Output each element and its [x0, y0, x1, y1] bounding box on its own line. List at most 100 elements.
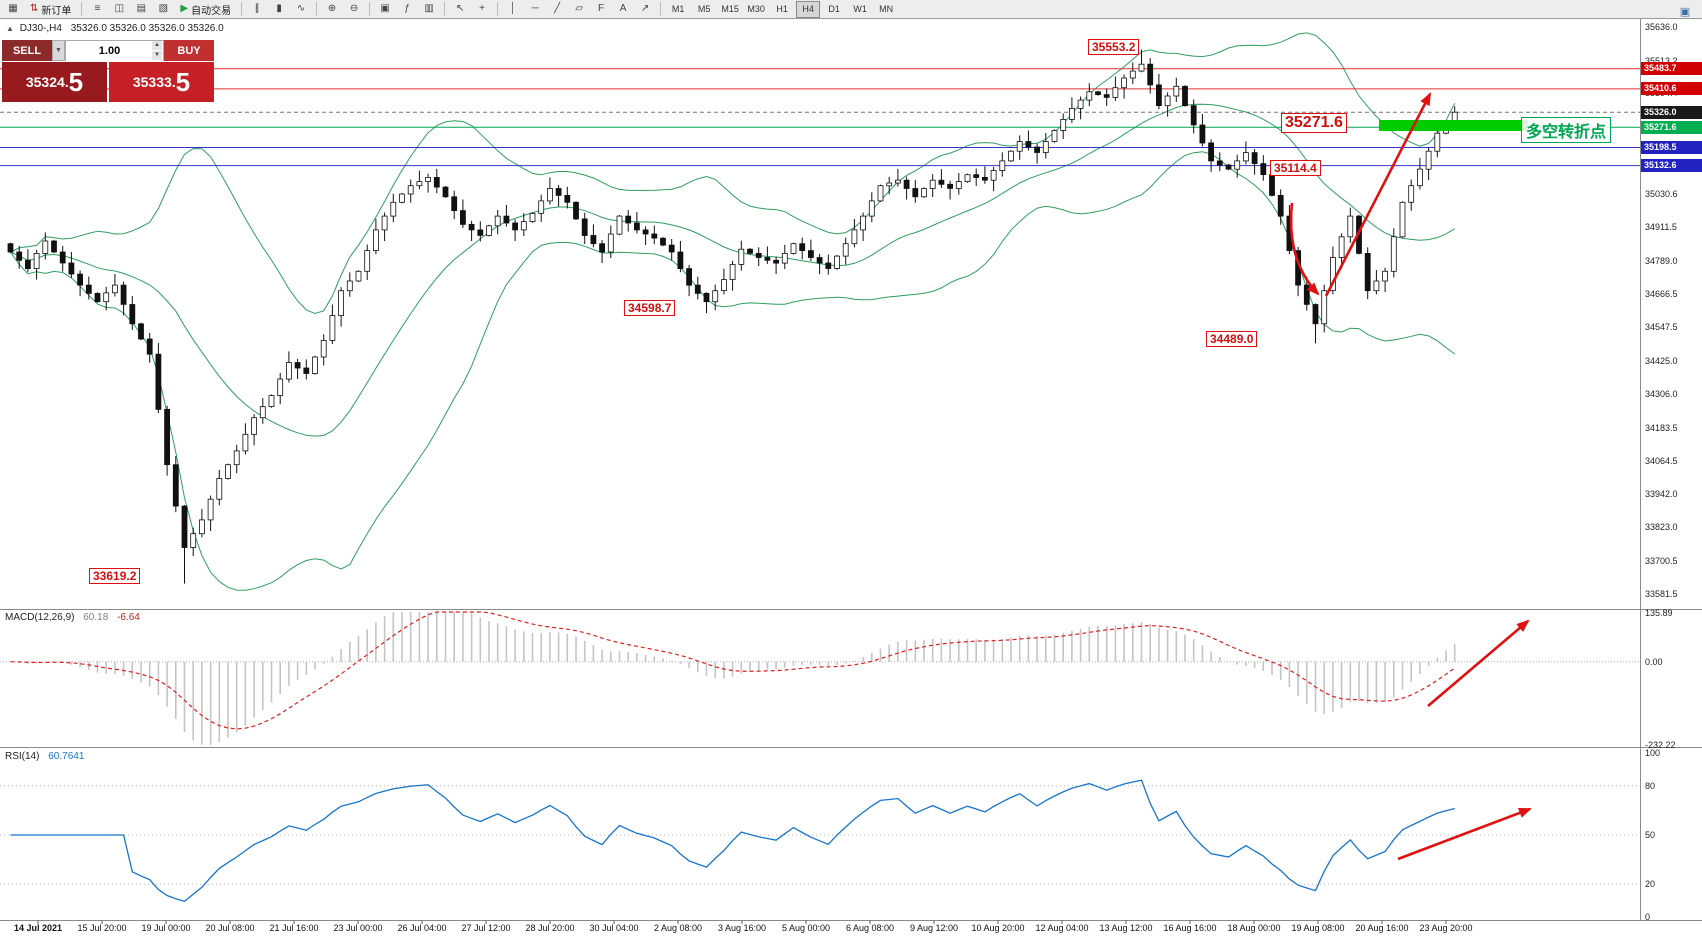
timeframe-m1[interactable]: M1	[671, 4, 685, 14]
crosshair-icon-glyph: +	[479, 3, 486, 14]
price-callout-label[interactable]: 35114.4	[1270, 160, 1321, 176]
price-axis-tick: 34306.0	[1645, 388, 1678, 399]
price-callout-label[interactable]: 34598.7	[624, 300, 676, 316]
price-axis-badge: 35271.6	[1641, 120, 1702, 134]
order-type-dropdown[interactable]: ▼	[52, 40, 65, 61]
templates-icon-glyph: ▥	[424, 3, 434, 14]
price-callout-label[interactable]: 35271.6	[1281, 113, 1347, 133]
new-chart-icon[interactable]: ▦	[3, 0, 23, 18]
terminal-icon[interactable]: ▤	[131, 0, 151, 18]
candlestick-chart-icon-glyph: ▮	[276, 3, 282, 14]
time-axis-label: 19 Aug 08:00	[1291, 923, 1345, 933]
toolbar-separator	[241, 2, 243, 16]
timeframe-w1[interactable]: W1	[853, 4, 867, 14]
rsi-name: RSI(14)	[5, 751, 40, 762]
time-axis-label: 12 Aug 04:00	[1035, 923, 1089, 933]
market-watch-icon-glyph: ≡	[94, 3, 101, 14]
toolbar-separator	[497, 2, 499, 16]
macd-axis-tick: 0.00	[1645, 656, 1663, 667]
chart-symbol-ohlc: ▲ DJ30-,H4 35326.0 35326.0 35326.0 35326…	[6, 23, 224, 34]
price-axis-badge: 35132.6	[1641, 159, 1702, 173]
price-callout-label[interactable]: 34489.0	[1206, 331, 1258, 347]
navigator-icon[interactable]: ◫	[109, 0, 129, 18]
price-callout-label[interactable]: 35553.2	[1088, 39, 1140, 55]
trendline-icon-glyph: ╱	[554, 3, 561, 14]
cursor-icon[interactable]: ↖	[450, 0, 470, 18]
arrow-object-icon[interactable]: ↗	[635, 0, 655, 18]
autotrading-button[interactable]: ▶ 自动交易	[175, 0, 236, 18]
sell-price-main: 35324.	[25, 74, 69, 90]
zoom-in-icon[interactable]: ⊕	[322, 0, 342, 18]
crosshair-icon[interactable]: +	[472, 0, 492, 18]
price-axis-badge: 35198.5	[1641, 140, 1702, 154]
price-axis-badge: 35410.6	[1641, 82, 1702, 96]
text-label-icon[interactable]: A	[613, 0, 633, 18]
horizontal-level-lines[interactable]	[0, 68, 1640, 167]
pivot-note-label[interactable]: 多空转折点	[1521, 117, 1612, 143]
pivot-highlight-bar[interactable]	[1379, 120, 1528, 131]
trendline-icon[interactable]: ╱	[547, 0, 567, 18]
strategy-tester-icon[interactable]: ▧	[153, 0, 173, 18]
buy-price-main: 35333.	[132, 74, 176, 90]
sell-price-big-digit: 5	[68, 67, 84, 97]
rsi-axis-tick: 20	[1645, 879, 1656, 890]
price-axis-badge: 35326.0	[1641, 105, 1702, 119]
line-chart-icon[interactable]: ∿	[291, 0, 311, 18]
lot-decrease-button[interactable]: ▼	[152, 51, 162, 60]
timeframe-m15[interactable]: M15	[721, 4, 739, 14]
rsi-axis-tick: 100	[1645, 748, 1661, 758]
price-axis-tick: 34183.5	[1645, 422, 1678, 433]
toolbar-separator	[660, 2, 662, 16]
buy-button[interactable]: BUY	[164, 40, 214, 61]
bar-chart-icon-glyph: ∥	[254, 3, 260, 14]
sell-price[interactable]: 35324. 5	[2, 62, 107, 102]
bar-chart-icon[interactable]: ∥	[247, 0, 267, 18]
time-axis-label: 21 Jul 16:00	[269, 923, 319, 933]
timeframe-d1[interactable]: D1	[828, 4, 840, 14]
price-callout-label[interactable]: 33619.2	[89, 568, 141, 584]
channel-icon[interactable]: ▱	[569, 0, 589, 18]
candlestick-chart-icon[interactable]: ▮	[269, 0, 289, 18]
templates-icon[interactable]: ▥	[419, 0, 439, 18]
time-axis-label: 18 Aug 00:00	[1227, 923, 1281, 933]
timeframe-h4[interactable]: H4	[796, 0, 821, 18]
arrow-object-icon-glyph: ↗	[640, 3, 650, 14]
indicators-icon-glyph: ƒ	[404, 3, 410, 14]
collapse-triangle-icon[interactable]: ▲	[6, 24, 14, 33]
time-axis-label: 19 Jul 00:00	[141, 923, 191, 933]
time-axis-label: 20 Aug 16:00	[1355, 923, 1409, 933]
rsi-axis-tick: 0	[1645, 912, 1651, 922]
new-order-button[interactable]: ⇅ 新订单	[25, 0, 76, 18]
timeframe-m5[interactable]: M5	[697, 4, 711, 14]
trend-arrows[interactable]	[1289, 92, 1532, 861]
tile-windows-icon[interactable]: ▣	[375, 0, 395, 18]
fibonacci-icon[interactable]: F	[591, 0, 611, 18]
new-order-button-glyph: ⇅	[30, 3, 39, 14]
horizontal-line-icon[interactable]: ─	[525, 0, 545, 18]
market-watch-icon[interactable]: ≡	[87, 0, 107, 18]
indicators-icon[interactable]: ƒ	[397, 0, 417, 18]
toolbar-right: ▣	[1674, 2, 1696, 20]
time-axis-label: 27 Jul 12:00	[461, 923, 511, 933]
sell-button[interactable]: SELL	[2, 40, 52, 61]
time-axis-label: 23 Jul 00:00	[333, 923, 383, 933]
vertical-line-icon[interactable]: │	[503, 0, 523, 18]
panel-frame	[0, 19, 1702, 924]
symbol-name: DJ30-,H4	[19, 23, 62, 34]
buy-price[interactable]: 35333. 5	[109, 62, 214, 102]
time-axis-label: 16 Aug 16:00	[1163, 923, 1217, 933]
time-axis-label: 15 Jul 20:00	[77, 923, 127, 933]
lot-size-input[interactable]	[66, 41, 163, 61]
chart-shift-icon[interactable]: ▣	[1679, 5, 1691, 18]
timeframe-mn[interactable]: MN	[879, 4, 894, 14]
time-axis-label: 3 Aug 16:00	[717, 923, 767, 933]
cursor-icon-glyph: ↖	[455, 3, 465, 14]
timeframe-m30[interactable]: M30	[747, 4, 765, 14]
price-axis-tick: 35513.2	[1645, 55, 1678, 66]
zoom-out-icon[interactable]: ⊖	[344, 0, 364, 18]
time-axis-label: 6 Aug 08:00	[845, 923, 895, 933]
timeframe-h1[interactable]: H1	[776, 4, 788, 14]
lot-increase-button[interactable]: ▲	[152, 41, 162, 50]
macd-axis-tick: 135.89	[1645, 607, 1673, 618]
